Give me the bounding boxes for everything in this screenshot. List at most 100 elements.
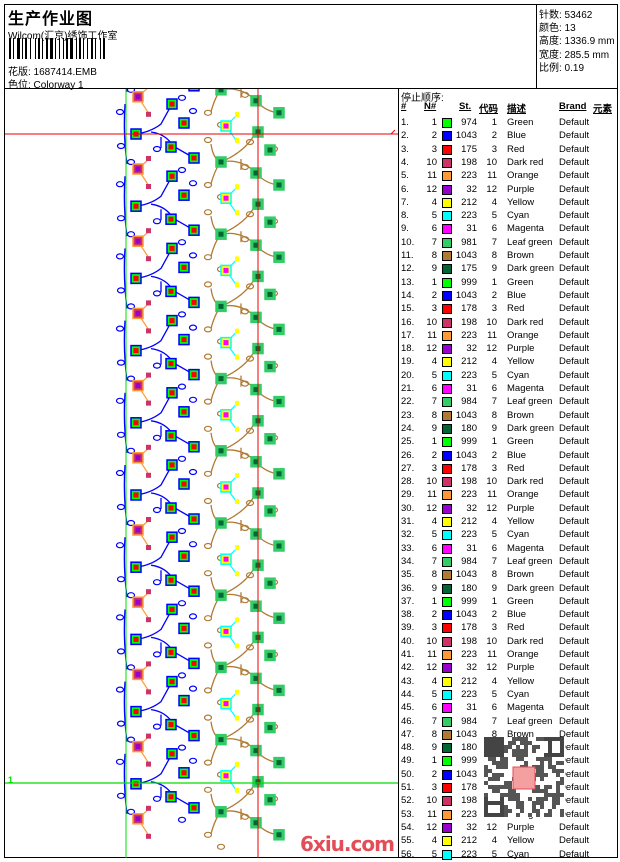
needle-number: 1 <box>431 755 437 767</box>
table-row: 25. 1 999 1 Green Default <box>399 436 619 449</box>
qr-module <box>488 757 492 761</box>
thread-brand: Default <box>559 329 590 341</box>
blue-flower-center <box>133 636 139 642</box>
row-index: 48. <box>401 742 415 754</box>
color-description: Leaf green <box>507 236 553 248</box>
brown-flower-center <box>267 364 273 370</box>
qr-module <box>548 809 552 813</box>
stitch-count: 212 <box>461 196 477 208</box>
header: 生产作业图 Wilcom(汇京)绣饰工作室 花版: 1687414.EMB 色位… <box>5 5 536 91</box>
color-description: Leaf green <box>507 396 553 408</box>
blue-flower <box>188 89 200 92</box>
thread-brand: Default <box>559 622 590 634</box>
cyan-bud <box>235 689 239 695</box>
blue-flower-center <box>191 299 197 305</box>
row-index: 35. <box>401 569 415 581</box>
color-swatch <box>442 703 452 714</box>
qr-module <box>512 793 516 797</box>
cyan-flower-center <box>223 412 229 418</box>
qr-module <box>536 757 540 761</box>
brown-flower-center <box>276 760 282 766</box>
thread-brand: Default <box>559 782 590 793</box>
blue-flower-center <box>191 805 197 811</box>
qr-module <box>504 781 508 785</box>
cyan-bud <box>235 571 239 577</box>
brown-flower-center <box>276 471 282 477</box>
needle-number: 4 <box>431 356 437 368</box>
qr-module <box>508 785 512 789</box>
table-row: 24. 9 180 9 Dark green Default <box>399 423 619 436</box>
needle-number: 2 <box>431 130 437 142</box>
stitch-count: 223 <box>461 649 477 660</box>
table-row: 12. 9 175 9 Dark green Default <box>399 263 619 276</box>
table-row: 22. 7 984 7 Leaf green Default <box>399 396 619 409</box>
color-swatch <box>442 849 452 860</box>
cyan-bud <box>235 473 239 478</box>
design-preview: 1 <box>5 89 398 858</box>
stitch-count: 32 <box>466 183 477 195</box>
thread-brand: Default <box>559 117 590 128</box>
qr-module <box>556 753 560 757</box>
qr-module <box>560 813 564 817</box>
blue-flower-center <box>181 770 187 776</box>
color-swatch <box>442 410 452 421</box>
leaf <box>188 324 198 331</box>
row-index: 9. <box>401 223 409 235</box>
color-code: 8 <box>491 569 497 581</box>
leaf <box>203 714 213 721</box>
leaf <box>203 136 213 144</box>
orange-bud <box>146 833 151 839</box>
row-index: 22. <box>401 396 415 408</box>
color-code: 6 <box>491 223 497 235</box>
leaf <box>245 211 255 218</box>
leaf <box>177 94 187 101</box>
qr-module <box>504 761 508 765</box>
thread-brand: Default <box>559 569 590 581</box>
barcode-bar <box>66 38 68 59</box>
qr-module <box>536 769 540 773</box>
color-swatch <box>442 450 452 461</box>
qr-module <box>496 809 500 813</box>
orange-bud <box>146 617 151 623</box>
leaf <box>240 163 250 171</box>
orange-bud <box>146 517 151 522</box>
brown-flower-center <box>267 436 273 442</box>
qr-module <box>532 745 536 749</box>
qr-module <box>504 749 508 753</box>
color-swatch <box>442 184 452 195</box>
qr-module <box>556 761 560 765</box>
thread-brand: Default <box>559 289 590 301</box>
thread-brand: Default <box>559 409 590 421</box>
qr-module <box>536 773 540 777</box>
table-row: 32. 5 223 5 Cyan Default <box>399 529 619 542</box>
qr-module <box>484 765 488 769</box>
qr-module <box>548 785 552 789</box>
qr-module <box>500 793 504 797</box>
stitch-count: 31 <box>466 702 477 714</box>
blue-flower-center <box>191 516 197 522</box>
qr-module <box>500 809 504 813</box>
color-code: 2 <box>491 449 497 461</box>
table-row: 42. 12 32 12 Purple Default <box>399 662 619 675</box>
qr-module <box>504 805 508 809</box>
orange-flower-center <box>135 744 141 750</box>
color-code: 5 <box>491 210 497 222</box>
orange-bud <box>146 184 151 189</box>
color-description: Dark green <box>507 582 554 594</box>
needle-number: 1 <box>431 117 437 128</box>
qr-module <box>484 737 488 741</box>
table-row: 11. 8 1043 8 Brown Default <box>399 250 619 263</box>
needle-number: 9 <box>431 422 437 434</box>
thread-brand: Default <box>559 728 590 740</box>
blue-stem <box>123 609 195 670</box>
qr-module <box>540 789 544 793</box>
color-code: 6 <box>491 383 497 394</box>
blue-flower-center <box>133 275 139 281</box>
leaf <box>115 397 125 404</box>
needle-number: 3 <box>431 622 437 634</box>
color-swatch <box>442 783 452 793</box>
color-swatch <box>442 610 452 621</box>
stitch-count: 178 <box>461 303 477 315</box>
qr-module <box>488 741 492 745</box>
qr-module <box>492 757 496 761</box>
